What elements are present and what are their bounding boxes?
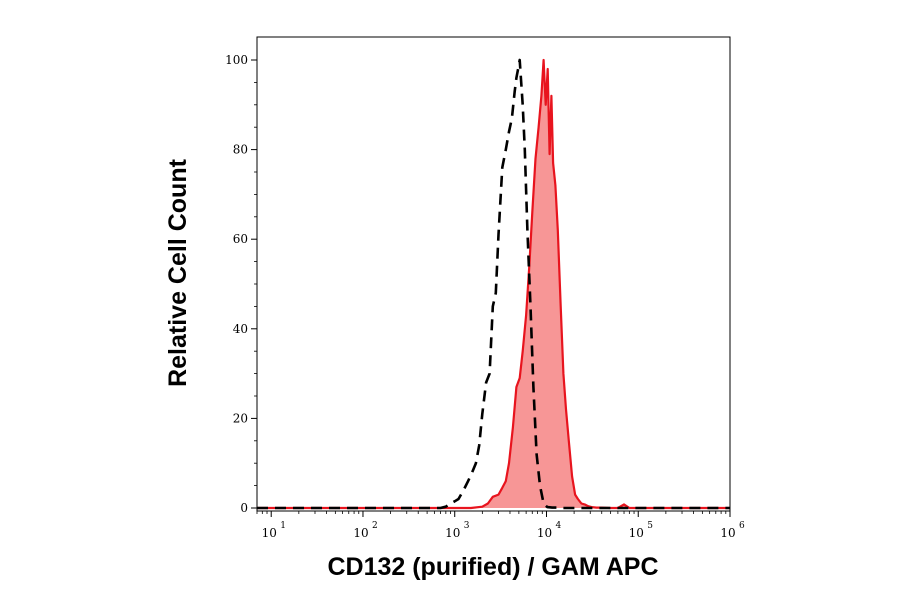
x-tick-label: 10 bbox=[262, 526, 277, 540]
y-tick-label: 20 bbox=[233, 411, 248, 425]
x-tick-exponent: 6 bbox=[739, 521, 745, 531]
x-axis: 10 1 10 2 10 3 10 4 10 5 10 6 bbox=[256, 511, 745, 540]
y-axis-title: Relative Cell Count bbox=[164, 158, 192, 386]
x-tick-exponent: 1 bbox=[280, 521, 286, 531]
y-tick-label: 0 bbox=[240, 501, 248, 515]
x-tick-label: 10 bbox=[629, 526, 644, 540]
sample-histogram-fill bbox=[257, 60, 730, 508]
x-tick-exponent: 5 bbox=[647, 521, 653, 531]
x-tick-exponent: 4 bbox=[555, 521, 561, 531]
y-tick-label: 40 bbox=[233, 322, 248, 336]
control-histogram-line bbox=[257, 58, 730, 510]
x-tick-label: 10 bbox=[353, 526, 368, 540]
x-tick-label: 10 bbox=[445, 526, 460, 540]
y-tick-label: 60 bbox=[233, 232, 248, 246]
y-tick-label: 100 bbox=[225, 53, 248, 67]
y-axis: 0 20 40 60 80 100 bbox=[225, 53, 257, 515]
y-tick-label: 80 bbox=[233, 143, 248, 157]
series-layer bbox=[257, 58, 730, 510]
x-tick-exponent: 3 bbox=[464, 521, 470, 531]
x-axis-title: CD132 (purified) / GAM APC bbox=[327, 553, 658, 581]
x-tick-label: 10 bbox=[720, 526, 735, 540]
x-tick-label: 10 bbox=[537, 526, 552, 540]
x-tick-exponent: 2 bbox=[372, 521, 378, 531]
plot-frame bbox=[256, 36, 731, 512]
sample-histogram-line bbox=[257, 58, 730, 510]
